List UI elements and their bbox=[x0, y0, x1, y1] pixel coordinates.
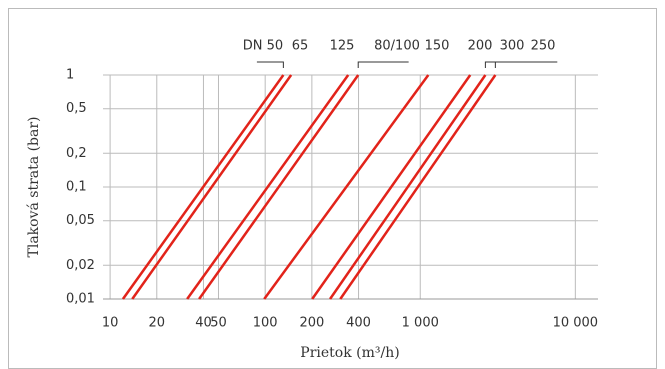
x-tick-label: 40 bbox=[195, 316, 212, 331]
series-line bbox=[131, 74, 293, 300]
y-tick-label: 0,5 bbox=[66, 101, 87, 116]
label-bracket bbox=[357, 61, 409, 68]
y-tick-label: 0,1 bbox=[66, 180, 87, 195]
series-label: 200 bbox=[468, 39, 493, 54]
y-tick-label: 0,05 bbox=[66, 213, 95, 228]
series-label: 65 bbox=[292, 39, 309, 54]
series-label: 80/100 bbox=[374, 39, 420, 54]
label-bracket bbox=[256, 61, 284, 68]
series-line bbox=[311, 74, 472, 300]
series-label: 125 bbox=[330, 39, 355, 54]
series-line bbox=[186, 74, 350, 300]
y-axis-label: Tlaková strata (bar) bbox=[26, 117, 42, 258]
x-tick-label: 1 000 bbox=[402, 316, 439, 331]
series-label: DN 50 bbox=[243, 39, 283, 54]
label-bracket bbox=[494, 61, 558, 68]
x-tick-label: 400 bbox=[346, 316, 371, 331]
series-label: 250 bbox=[531, 39, 556, 54]
series-label: 150 bbox=[425, 39, 450, 54]
series-line bbox=[263, 74, 430, 300]
x-axis-label: Prietok (m³/h) bbox=[300, 345, 399, 361]
label-bracket bbox=[484, 61, 520, 68]
y-tick-label: 0,02 bbox=[66, 258, 95, 273]
y-tick-label: 0,2 bbox=[66, 146, 87, 161]
frame bbox=[8, 8, 657, 369]
y-tick-label: 1 bbox=[66, 68, 74, 83]
series-line bbox=[339, 74, 497, 300]
series-line bbox=[121, 74, 285, 300]
y-tick-label: 0,01 bbox=[66, 292, 95, 307]
x-tick-label: 10 bbox=[102, 316, 119, 331]
x-tick-label: 10 000 bbox=[553, 316, 599, 331]
x-tick-label: 100 bbox=[253, 316, 278, 331]
series-line bbox=[198, 74, 360, 300]
series-label: 300 bbox=[500, 39, 525, 54]
x-tick-label: 20 bbox=[149, 316, 166, 331]
series-line bbox=[329, 74, 487, 300]
x-tick-label: 200 bbox=[299, 316, 324, 331]
x-tick-label: 50 bbox=[210, 316, 227, 331]
